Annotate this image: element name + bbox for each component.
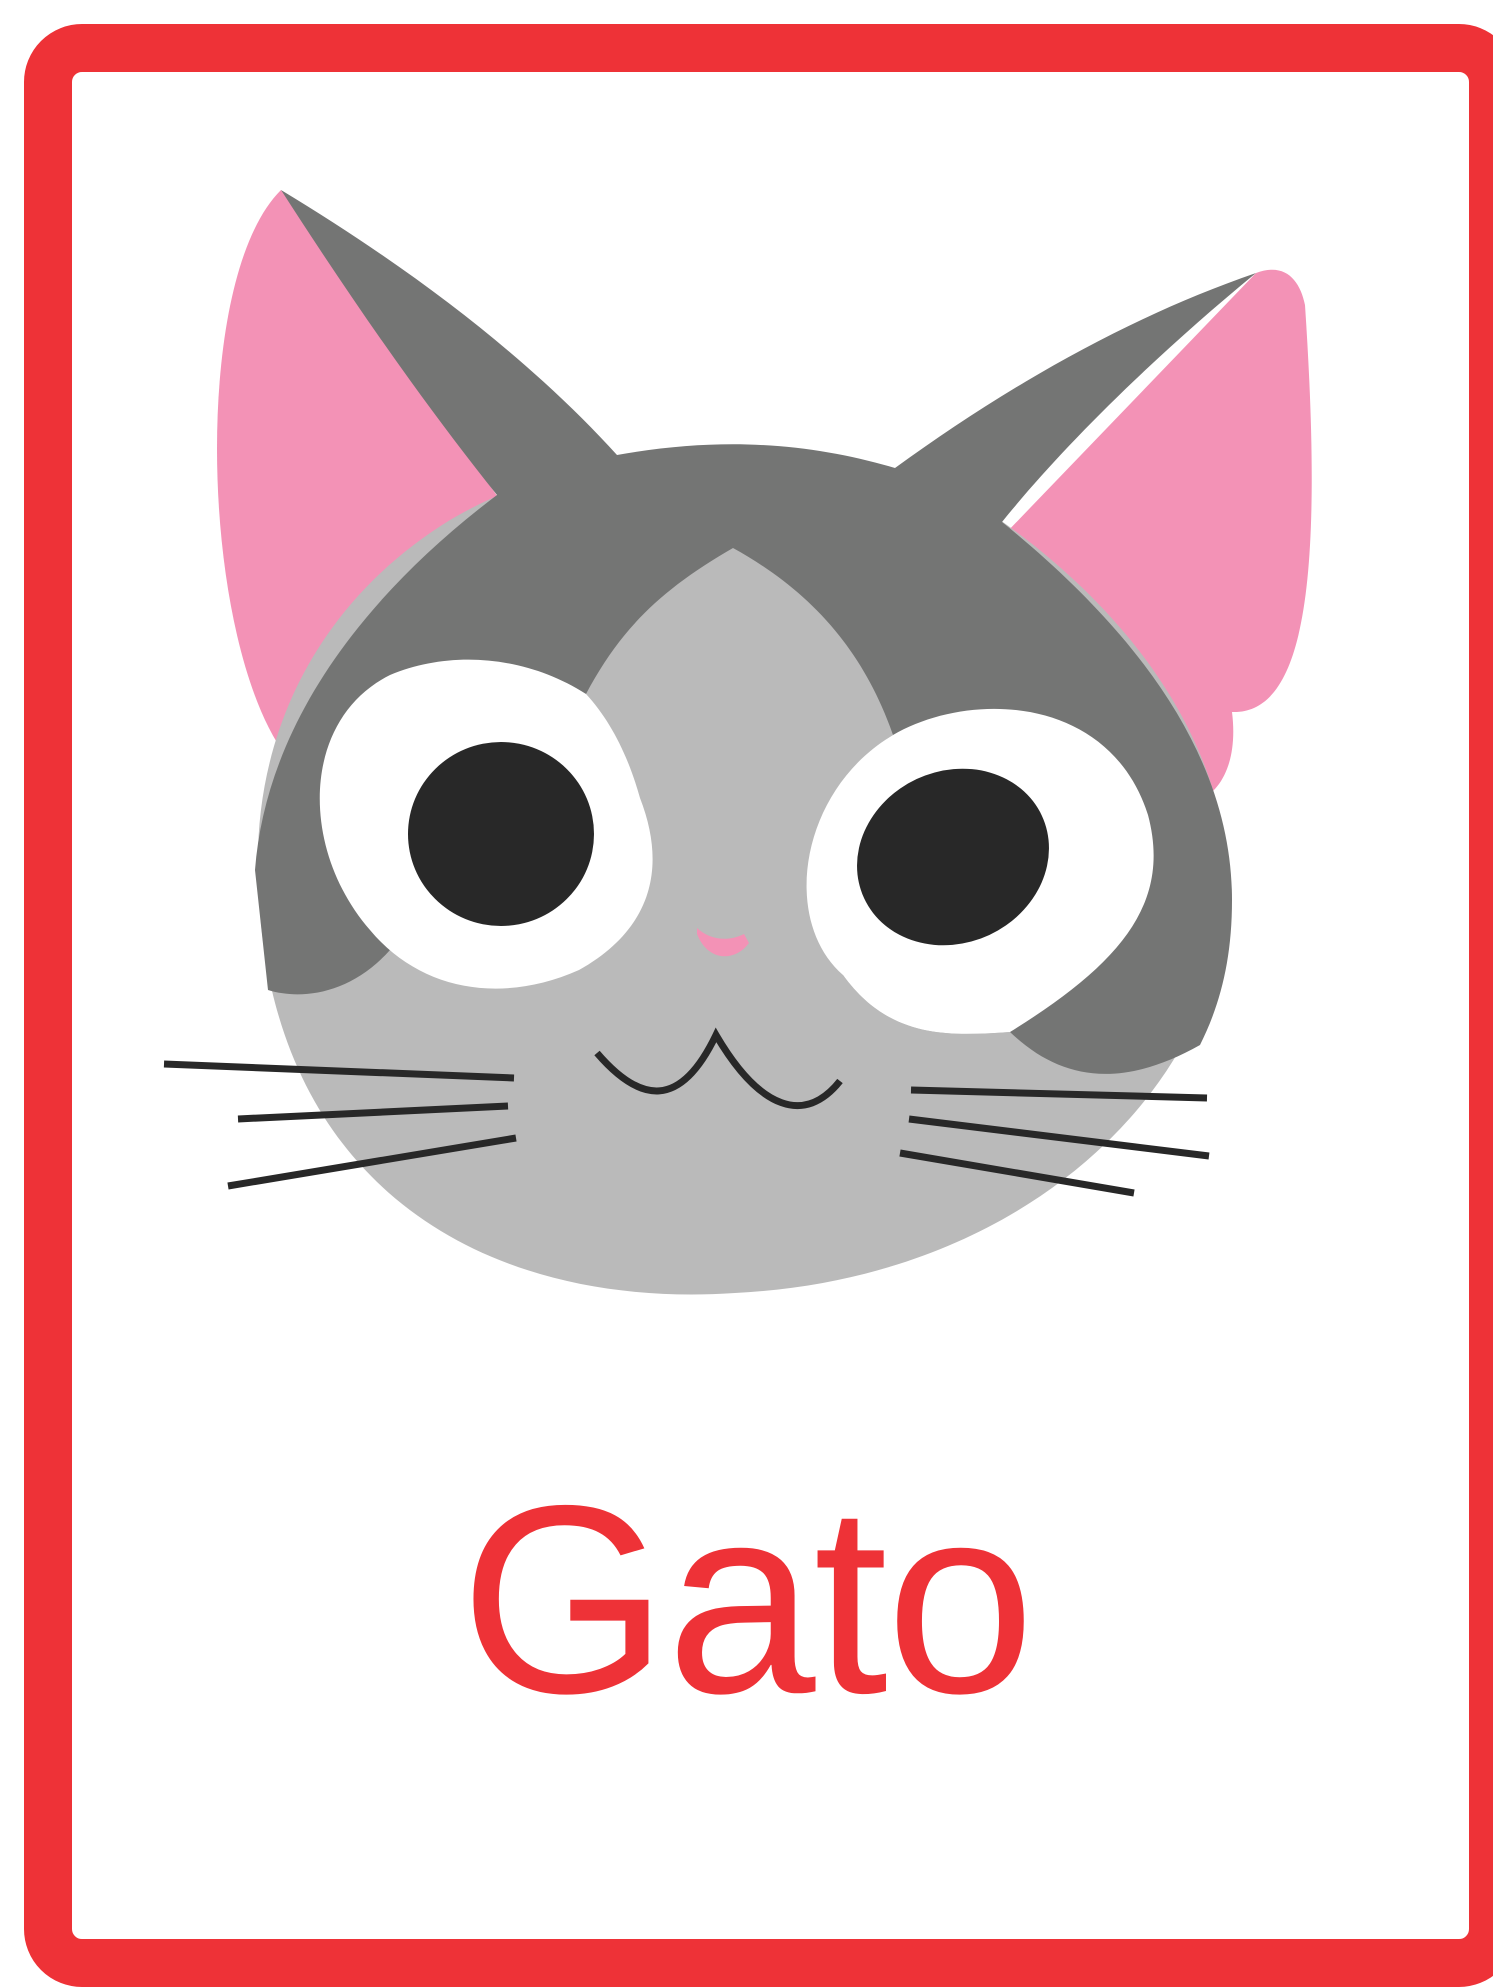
nose [697, 928, 749, 957]
left-ear-inner [217, 190, 501, 756]
right-pupil [857, 768, 1049, 946]
mouth [594, 1027, 843, 1110]
whiskers-left [163, 1060, 517, 1190]
right-ear-inner [980, 269, 1312, 800]
left-pupil [408, 742, 594, 926]
card-word: Gato [459, 1449, 1035, 1749]
whiskers-right [899, 1086, 1210, 1197]
cat-face-icon [163, 190, 1312, 1295]
